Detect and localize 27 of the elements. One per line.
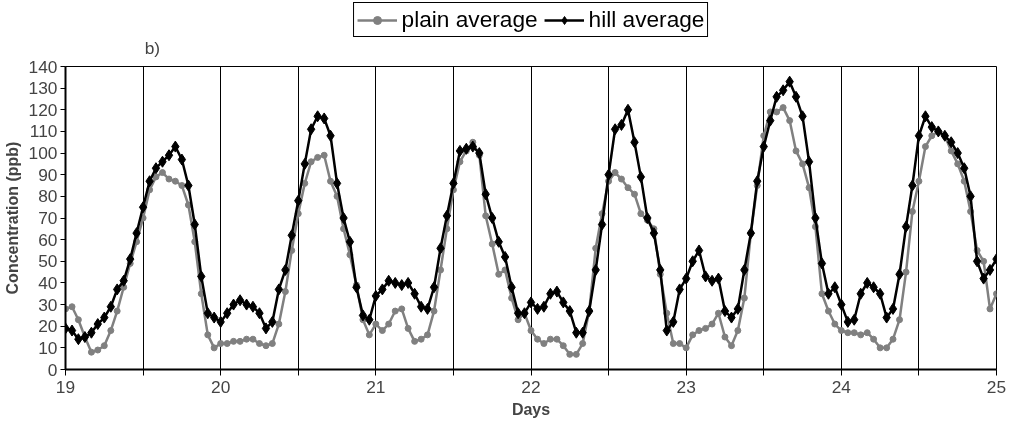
legend-label: plain average	[401, 6, 538, 33]
legend-label: hill average	[588, 6, 705, 33]
x-tick-label: 19	[55, 376, 76, 397]
x-tick-label: 22	[521, 376, 541, 397]
text: b)	[144, 37, 161, 58]
y-axis-title: Concentration (ppb)	[3, 141, 21, 295]
x-tick-label: 24	[831, 376, 852, 397]
y-tick-label: 70	[38, 208, 58, 228]
y-tick-label: 40	[38, 272, 58, 293]
y-tick-label: 30	[38, 294, 58, 315]
y-tick-label: 120	[28, 99, 58, 120]
y-tick-label: 90	[38, 164, 58, 185]
y-tick-label: 60	[38, 229, 58, 250]
x-tick-label: 25	[986, 376, 1007, 397]
x-tick-label: 21	[366, 376, 386, 397]
x-tick-label: 23	[676, 376, 696, 397]
y-tick-label: 100	[28, 143, 58, 164]
y-tick-label: 80	[38, 186, 58, 207]
y-tick-label: 10	[38, 337, 58, 358]
x-tick-label: 20	[211, 376, 231, 397]
y-tick-label: 110	[29, 121, 58, 142]
y-tick-label: 0	[47, 359, 58, 380]
y-tick-label: 140	[28, 56, 58, 77]
y-tick-label: 50	[38, 251, 58, 272]
y-tick-label: 130	[28, 78, 58, 99]
y-tick-label: 20	[38, 316, 58, 337]
x-axis-title: Days	[511, 400, 551, 418]
